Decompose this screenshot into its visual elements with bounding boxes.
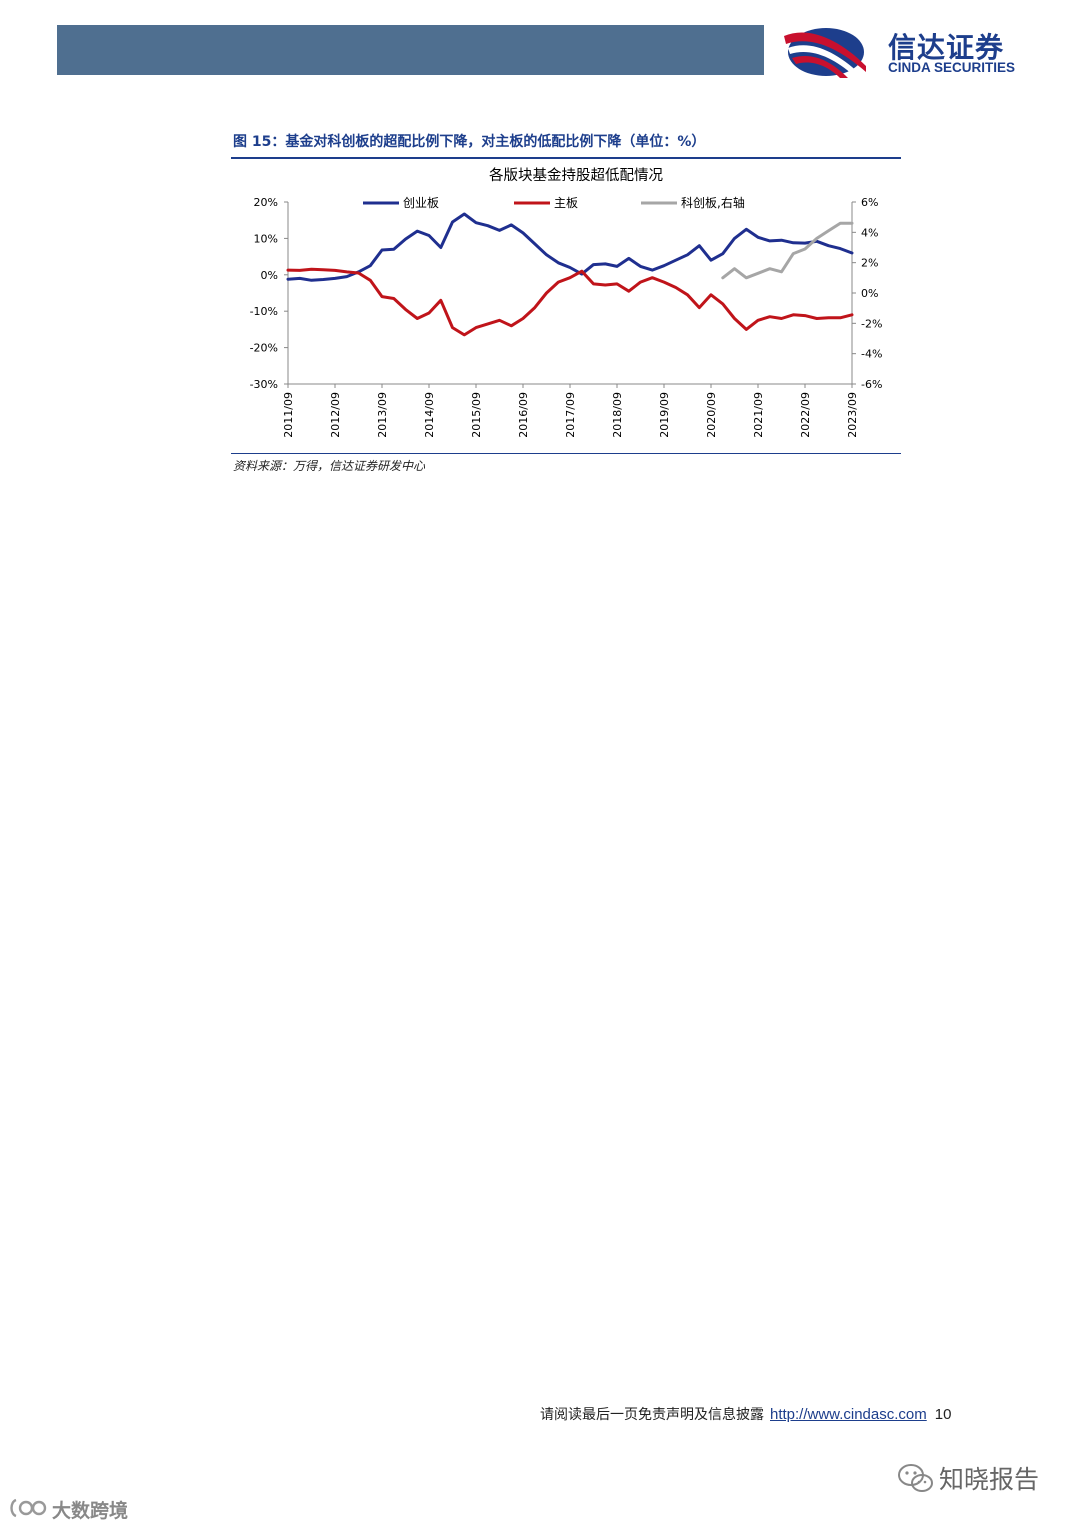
logo-cn-text: 信达证券 [888, 31, 1005, 64]
watermark-left-text: 大数跨境 [52, 1500, 129, 1522]
legend-label: 主板 [554, 196, 578, 210]
x-tick-label: 2020/09 [705, 392, 718, 438]
page-footer: 请阅读最后一页免责声明及信息披露 http://www.cindasc.com 10 [540, 1404, 951, 1424]
y-left-tick-label: -30% [250, 378, 278, 391]
chart-title: 各版块基金持股超低配情况 [489, 167, 663, 184]
x-tick-label: 2017/09 [564, 392, 577, 438]
watermark-logo-icon [10, 1498, 47, 1518]
footer-url-link[interactable]: http://www.cindasc.com [770, 1406, 927, 1423]
x-tick-label: 2019/09 [658, 392, 671, 438]
x-tick-label: 2022/09 [799, 392, 812, 438]
line-chart: 各版块基金持股超低配情况 创业板 主板 科创板,右轴 20% 10% 0% -10% -20… [250, 167, 883, 438]
legend-label: 创业板 [403, 196, 439, 210]
y-right-tick-label: -2% [861, 317, 882, 330]
x-tick-label: 2014/09 [423, 392, 436, 438]
y-right-tick-label: 4% [861, 226, 878, 239]
y-left-tick-label: -10% [250, 305, 278, 318]
x-tick-label: 2015/09 [470, 392, 483, 438]
chart-axes: 20% 10% 0% -10% -20% -30% 6% 4% 2% 0% -2% -4% -6% 201… [250, 196, 883, 438]
x-tick-label: 2012/09 [329, 392, 342, 438]
x-tick-label: 2018/09 [611, 392, 624, 438]
watermark-right-text: 知晓报告 [939, 1465, 1040, 1494]
y-left-tick-label: 20% [254, 196, 278, 209]
figure-top-rule [231, 157, 901, 159]
series-line-3 [721, 221, 854, 280]
footer-disclaimer: 请阅读最后一页免责声明及信息披露 [540, 1407, 764, 1423]
figure-source: 资料来源：万得，信达证券研发中心 [233, 459, 426, 473]
logo-en-text: CINDA SECURITIES [888, 60, 1016, 75]
y-left-tick-label: 10% [254, 232, 278, 245]
y-right-tick-label: 6% [861, 196, 878, 209]
x-tick-label: 2016/09 [517, 392, 530, 438]
chart-container: 各版块基金持股超低配情况 创业板 主板 科创板,右轴 20% 10% 0% -10% -20… [231, 160, 901, 452]
cinda-logo-icon [784, 28, 866, 78]
y-right-tick-label: -6% [861, 378, 882, 391]
y-right-tick-label: 0% [861, 287, 878, 300]
legend-label: 科创板,右轴 [681, 195, 745, 210]
y-right-tick-label: -4% [861, 348, 882, 361]
figure-bottom-rule [231, 453, 901, 454]
y-left-tick-label: -20% [250, 342, 278, 355]
x-tick-label: 2011/09 [282, 392, 295, 438]
company-logo: 信达证券 CINDA SECURITIES [782, 22, 1052, 82]
x-tick-label: 2023/09 [846, 392, 859, 438]
figure-title: 图 15：基金对科创板的超配比例下降，对主板的低配比例下降（单位：%） [233, 134, 706, 150]
watermark-left: 大数跨境 [8, 1494, 158, 1524]
header-bar [57, 25, 764, 75]
series-line-2 [286, 267, 854, 337]
watermark-right: 知晓报告 [897, 1456, 1067, 1500]
x-tick-label: 2013/09 [376, 392, 389, 438]
x-tick-label: 2021/09 [752, 392, 765, 438]
y-right-tick-label: 2% [861, 257, 878, 270]
page-number: 10 [934, 1406, 952, 1423]
y-left-tick-label: 0% [261, 269, 278, 282]
wechat-icon [898, 1464, 933, 1492]
chart-series [286, 212, 854, 337]
chart-legend: 创业板 主板 科创板,右轴 [363, 195, 745, 210]
series-line-1 [286, 212, 854, 282]
